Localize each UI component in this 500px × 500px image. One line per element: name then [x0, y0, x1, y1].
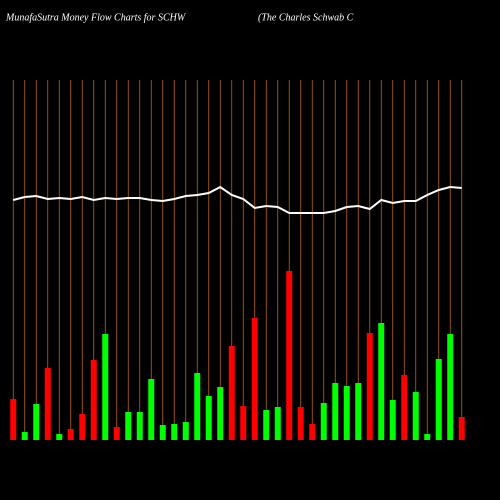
bar [171, 424, 178, 440]
bar [159, 425, 166, 440]
chart-title: MunafaSutra Money Flow Charts for SCHW [5, 12, 187, 23]
bar [240, 406, 247, 440]
bar [401, 375, 408, 440]
bar [10, 399, 17, 440]
bar [343, 386, 350, 440]
bar [435, 359, 442, 440]
bar [194, 373, 201, 440]
bar [228, 346, 235, 440]
bar [205, 396, 212, 440]
bar [366, 333, 373, 440]
bar [309, 424, 316, 440]
bar [44, 368, 51, 440]
bar [56, 434, 63, 440]
bar [251, 318, 258, 440]
bar [102, 334, 109, 440]
bar [274, 407, 281, 440]
bar [182, 422, 189, 440]
bar [125, 412, 132, 440]
bar [332, 383, 339, 440]
bar [136, 412, 143, 440]
bar [263, 410, 270, 440]
bar [21, 432, 28, 440]
bar [458, 417, 465, 440]
bar [113, 427, 120, 440]
bar [286, 271, 293, 440]
bar [355, 383, 362, 440]
bar [412, 392, 419, 440]
bar [79, 414, 86, 440]
bar [378, 323, 385, 440]
bar [320, 403, 327, 440]
bar [447, 334, 454, 440]
bar [67, 429, 74, 440]
line [12, 185, 462, 214]
bar [90, 360, 97, 440]
bar [148, 379, 155, 440]
bar [217, 387, 224, 440]
bar [297, 407, 304, 440]
bar [389, 400, 396, 440]
chart-subtitle: (The Charles Schwab C [258, 12, 354, 23]
bar [33, 404, 40, 440]
bar [424, 434, 431, 440]
